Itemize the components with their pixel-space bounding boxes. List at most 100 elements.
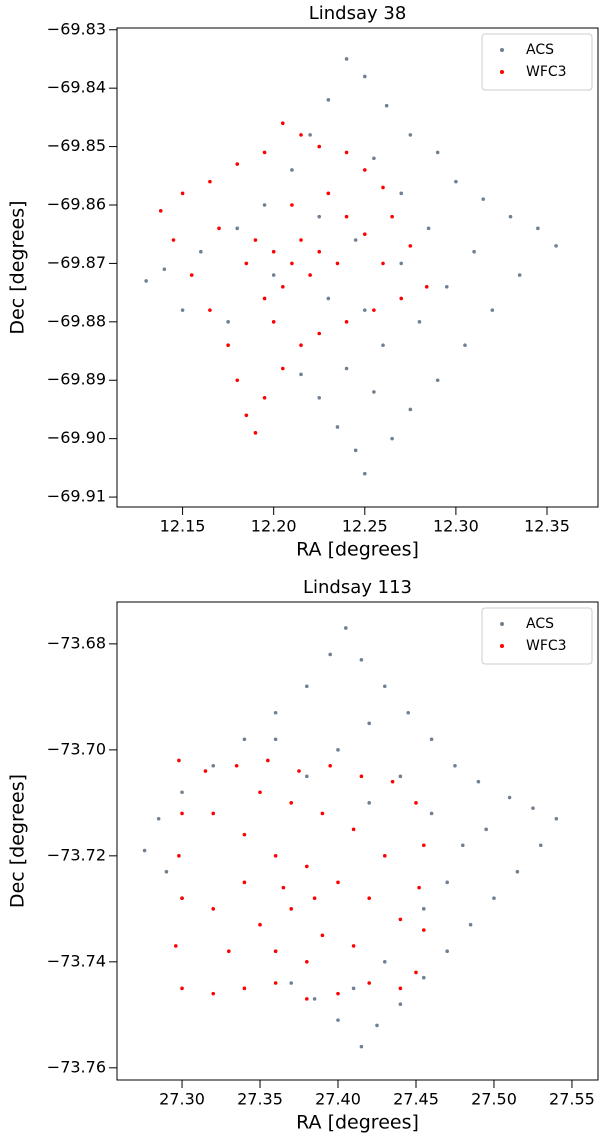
point — [312, 997, 317, 1001]
point — [320, 811, 325, 816]
point — [262, 296, 267, 301]
x-tick-label: 12.30 — [433, 517, 479, 536]
point — [390, 779, 395, 784]
x-tick-label: 27.40 — [315, 1090, 361, 1109]
point — [463, 343, 467, 347]
point — [305, 997, 309, 1001]
y-tick-label: −69.88 — [47, 311, 106, 330]
point — [317, 331, 322, 336]
y-tick-label: −69.87 — [47, 253, 106, 272]
point — [326, 296, 331, 301]
point — [453, 763, 457, 768]
point — [481, 197, 486, 201]
y-tick-label: −69.91 — [47, 487, 106, 506]
point — [367, 896, 371, 901]
x-tick-label: 27.55 — [549, 1090, 595, 1109]
point — [398, 1002, 403, 1007]
legend-label: ACS — [526, 42, 554, 58]
point — [408, 133, 413, 137]
point — [454, 179, 458, 184]
point — [554, 244, 558, 248]
x-tick-label: 27.50 — [471, 1090, 517, 1109]
point — [180, 896, 184, 901]
point — [445, 880, 449, 885]
point — [171, 238, 176, 242]
point — [382, 684, 387, 689]
point — [280, 284, 285, 289]
point — [189, 273, 194, 277]
point — [242, 737, 247, 742]
point — [199, 249, 203, 254]
point — [211, 811, 216, 816]
point — [258, 922, 262, 927]
point — [484, 827, 488, 832]
point — [375, 1023, 379, 1028]
x-tick-label: 12.20 — [251, 517, 297, 536]
point — [180, 986, 184, 991]
point — [414, 801, 418, 805]
point — [399, 261, 404, 266]
x-axis-label: RA [degrees] — [296, 539, 419, 561]
legend-box — [481, 607, 593, 665]
point — [177, 854, 181, 858]
point — [554, 816, 559, 821]
point — [308, 133, 312, 137]
point — [336, 748, 340, 752]
point — [235, 378, 240, 383]
x-tick-label: 12.35 — [524, 517, 570, 536]
point — [362, 232, 367, 237]
point — [305, 774, 309, 779]
x-tick-label: 12.25 — [342, 517, 388, 536]
point — [235, 162, 240, 166]
point — [158, 209, 163, 213]
point — [244, 413, 249, 418]
point — [344, 626, 348, 630]
point — [421, 907, 426, 911]
y-tick-label: −73.70 — [47, 739, 106, 758]
point — [297, 769, 301, 773]
point — [398, 986, 403, 991]
point — [317, 249, 322, 254]
point — [280, 366, 285, 371]
y-axis-label: Dec [degrees] — [7, 200, 29, 334]
point — [353, 238, 358, 242]
x-tick-label: 27.35 — [237, 1090, 283, 1109]
legend-label: ACS — [526, 616, 554, 632]
point — [290, 168, 294, 172]
point — [271, 273, 276, 277]
y-axis-label: Dec [degrees] — [7, 774, 29, 908]
point — [336, 991, 340, 996]
point — [372, 390, 376, 394]
point — [211, 991, 216, 996]
y-tick-label: −73.74 — [47, 951, 106, 970]
y-tick-label: −73.72 — [47, 845, 106, 864]
point — [326, 98, 331, 102]
point — [180, 191, 185, 196]
y-tick-label: −69.84 — [47, 78, 106, 97]
point — [211, 763, 216, 768]
point — [362, 471, 367, 476]
point — [290, 203, 294, 207]
point — [208, 179, 212, 184]
point — [227, 949, 231, 954]
point — [234, 763, 239, 768]
point — [273, 854, 278, 858]
x-axis-label: RA [degrees] — [296, 1112, 419, 1134]
point — [328, 652, 333, 657]
point — [164, 869, 169, 874]
point — [381, 261, 385, 266]
point — [424, 284, 429, 289]
point — [328, 763, 333, 768]
point — [262, 395, 267, 400]
point — [208, 308, 212, 312]
point — [417, 885, 421, 890]
point — [351, 944, 356, 948]
y-tick-label: −69.89 — [47, 370, 106, 389]
y-tick-label: −69.83 — [47, 19, 106, 38]
point — [262, 150, 267, 155]
point — [408, 244, 413, 248]
point — [262, 203, 267, 207]
point — [359, 1044, 364, 1049]
point — [317, 214, 322, 219]
